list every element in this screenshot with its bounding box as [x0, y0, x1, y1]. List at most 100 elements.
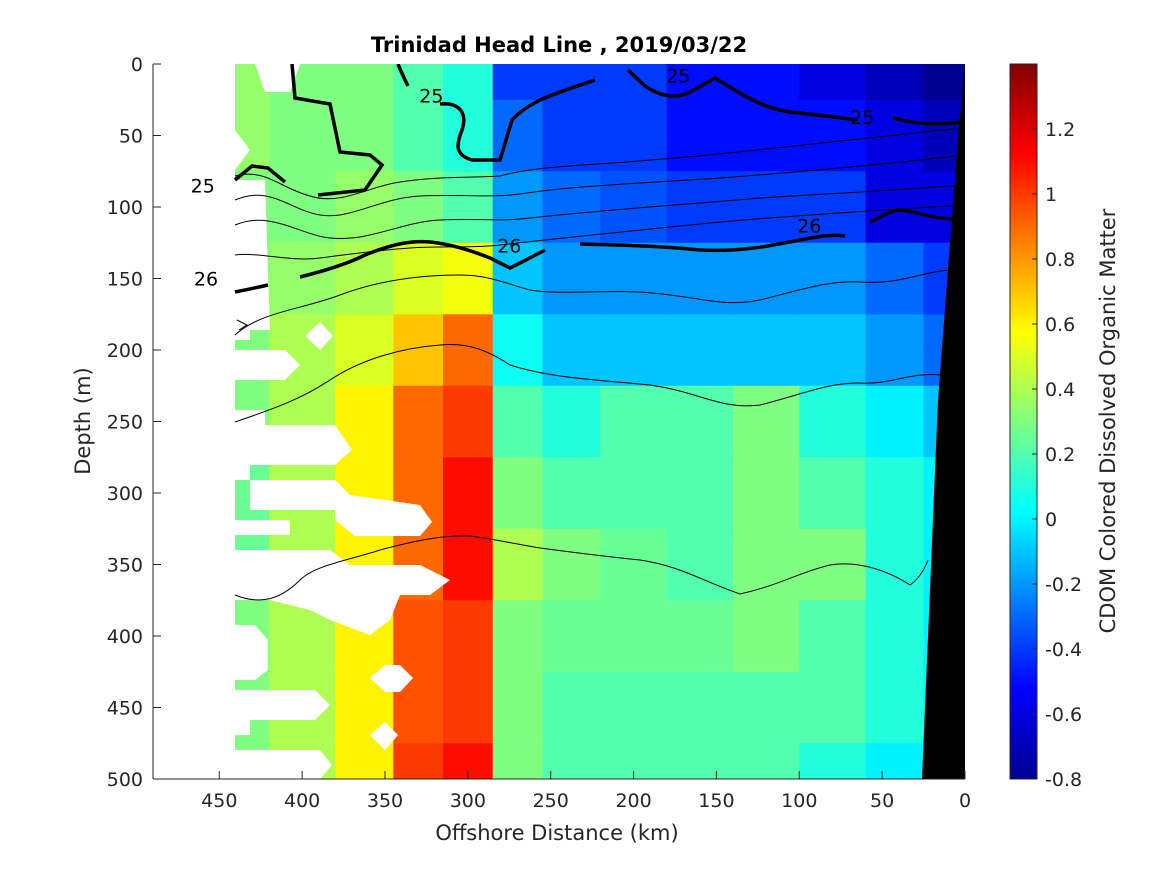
contour-line: [234, 154, 965, 217]
heatmap-cell: [492, 385, 543, 458]
heatmap-cell: [799, 385, 867, 458]
heatmap-cell: [269, 99, 336, 172]
contour-lines-major: [233, 64, 965, 294]
y-tick-label: 100: [107, 197, 143, 219]
heatmap-cell: [733, 743, 800, 779]
y-tick-label: 400: [107, 626, 143, 648]
colorbar-tick-label: 0: [1045, 509, 1057, 531]
heatmap-cell: [335, 171, 394, 244]
contour-line: [234, 127, 965, 200]
heatmap-cell: [600, 528, 668, 601]
heatmap-cell: [865, 314, 925, 387]
no-data-region: [235, 750, 332, 779]
heatmap-cell: [542, 99, 601, 172]
x-tick-label: 350: [367, 790, 403, 812]
x-tick-label: 300: [450, 790, 486, 812]
heatmap-cell: [799, 600, 867, 673]
heatmap-cell: [799, 64, 867, 101]
colorbar-tick-label: -0.8: [1045, 769, 1082, 791]
y-tick-label: 450: [107, 698, 143, 720]
no-data-region: [305, 322, 333, 350]
heatmap-cell: [492, 171, 543, 244]
contour-line-25: [439, 78, 596, 162]
heatmap-cell: [733, 314, 800, 387]
heatmap-cell: [733, 385, 800, 458]
heatmap-cell: [443, 171, 494, 244]
heatmap-cell: [542, 171, 601, 244]
heatmap-cell: [492, 671, 543, 744]
heatmap-cell: [393, 99, 444, 172]
heatmap-cell: [799, 99, 867, 172]
contour-line-26: [869, 208, 965, 224]
heatmap-cell: [393, 171, 444, 244]
x-tick-label: 400: [284, 790, 320, 812]
heatmap-cell: [865, 64, 925, 101]
colorbar-tick-label: 1: [1045, 184, 1057, 206]
heatmap-cell: [443, 242, 494, 315]
heatmap-cell: [733, 171, 800, 244]
contour-line-25: [396, 64, 410, 87]
colorbar-tick-label: -0.4: [1045, 639, 1082, 661]
contour-label: 25: [191, 176, 215, 198]
x-axis-ticks: 450 400 350 300 250 200 150 100 50 0: [201, 771, 971, 812]
no-data-region: [255, 64, 300, 92]
no-data-region: [235, 130, 250, 170]
heatmap-cell: [799, 671, 867, 744]
no-data-region: [250, 480, 350, 510]
heatmap-cell: [600, 671, 668, 744]
y-axis-ticks: 0 50 100 150 200 250 300 350 400 450 500: [107, 54, 161, 791]
heatmap-cell: [393, 242, 444, 315]
heatmap-cell: [865, 743, 925, 779]
heatmap-cell: [269, 171, 336, 244]
heatmap-cell: [542, 242, 601, 315]
heatmap-cell: [443, 600, 494, 673]
contour-line-25: [290, 64, 385, 197]
y-tick-label: 150: [107, 269, 143, 291]
heatmap-cell: [865, 385, 925, 458]
contour-lines: [234, 127, 965, 601]
contour-line: [234, 535, 929, 601]
colorbar-tick-label: -0.2: [1045, 574, 1082, 596]
heatmap-cell: [666, 600, 734, 673]
heatmap-cell: [865, 242, 925, 315]
x-tick-label: 200: [615, 790, 651, 812]
heatmap-cell: [393, 600, 444, 673]
heatmap-cell: [335, 743, 394, 779]
no-data-region: [335, 495, 432, 536]
heatmap-cell: [600, 457, 668, 530]
heatmap-cell: [542, 528, 601, 601]
contour-line: [234, 269, 951, 336]
heatmap-cell: [923, 64, 965, 101]
heatmap-cell: [666, 99, 734, 172]
heatmap-cell: [443, 457, 494, 530]
heatmap-cell: [799, 314, 867, 387]
heatmap-cell: [393, 314, 444, 387]
heatmap-cell: [443, 314, 494, 387]
heatmap-cell: [335, 64, 394, 101]
heatmap-cell: [492, 457, 543, 530]
heatmap-cell: [393, 385, 444, 458]
heatmap-cell: [799, 171, 867, 244]
contour-line-26: [579, 233, 846, 253]
no-data-region: [370, 722, 398, 750]
heatmap-cell: [666, 385, 734, 458]
colorbar-tick-label: 0.8: [1045, 249, 1075, 271]
no-data-region: [235, 180, 270, 340]
colorbar-tick-label: -0.6: [1045, 704, 1082, 726]
x-tick-label: 250: [533, 790, 569, 812]
heatmap-cell: [865, 671, 925, 744]
heatmap-cells: [202, 64, 965, 779]
contour-line-25: [892, 116, 965, 126]
contour-line: [236, 319, 249, 331]
heatmap-cell: [542, 600, 601, 673]
contour-label: 25: [666, 65, 690, 87]
heatmap-cell: [600, 64, 668, 101]
x-tick-label: 100: [781, 790, 817, 812]
no-data-region: [235, 410, 352, 480]
heatmap-cell: [492, 528, 543, 601]
no-data-regions: [153, 64, 450, 779]
y-tick-label: 300: [107, 483, 143, 505]
heatmap-cell: [666, 528, 734, 601]
heatmap-cell: [666, 743, 734, 779]
heatmap-cell: [733, 528, 800, 601]
